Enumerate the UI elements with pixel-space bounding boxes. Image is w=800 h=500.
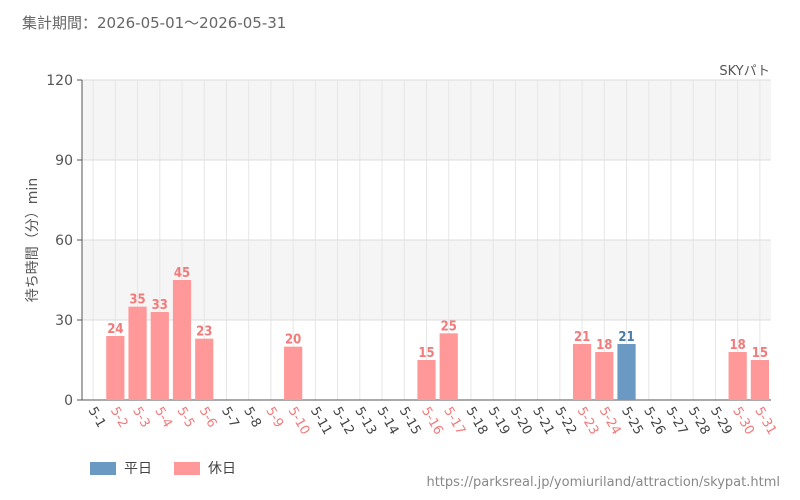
x-tick-label: 5-3 xyxy=(129,405,153,431)
x-tick-label: 5-12 xyxy=(329,405,357,438)
x-tick-label: 5-15 xyxy=(396,405,424,438)
legend-label-holiday: 休日 xyxy=(208,461,236,477)
bar-value-label: 45 xyxy=(174,266,190,281)
bar-value-label: 15 xyxy=(418,346,434,361)
attraction-name: SKYパト xyxy=(719,64,770,79)
y-tick-label: 60 xyxy=(55,233,73,249)
legend-item-holiday: 休日 xyxy=(174,458,236,478)
y-tick-label: 120 xyxy=(46,73,73,89)
x-tick-label: 5-17 xyxy=(440,405,468,438)
x-tick-label: 5-18 xyxy=(462,405,490,438)
x-tick-label: 5-31 xyxy=(751,405,779,438)
x-tick-label: 5-6 xyxy=(196,405,220,431)
bar-value-label: 21 xyxy=(618,330,634,345)
x-tick-label: 5-27 xyxy=(663,405,691,438)
x-tick-label: 5-4 xyxy=(151,405,175,431)
x-tick-label: 5-29 xyxy=(707,405,735,438)
source-url-link[interactable]: https://parksreal.jp/yomiuriland/attract… xyxy=(426,475,780,490)
x-tick-label: 5-26 xyxy=(640,405,668,438)
x-tick-label: 5-1 xyxy=(85,405,109,431)
bar-value-label: 18 xyxy=(730,338,746,353)
bar xyxy=(728,352,747,400)
period-label: 集計期間：2026-05-01～2026-05-31 xyxy=(22,14,287,32)
bar xyxy=(106,336,125,400)
legend-swatch-holiday xyxy=(174,461,200,475)
bar-value-label: 24 xyxy=(107,322,123,337)
x-tick-label: 5-25 xyxy=(618,405,646,438)
x-tick-label: 5-19 xyxy=(485,405,513,438)
bar xyxy=(284,346,303,400)
bar xyxy=(150,312,169,400)
x-tick-label: 5-11 xyxy=(307,405,335,438)
bar-value-label: 18 xyxy=(596,338,612,353)
bar-value-label: 25 xyxy=(441,319,457,334)
bar xyxy=(595,352,614,400)
bar xyxy=(172,280,192,400)
legend-swatch-weekday xyxy=(90,461,116,475)
legend-label-weekday: 平日 xyxy=(124,461,152,477)
bar-value-label: 23 xyxy=(196,325,212,340)
x-tick-label: 5-8 xyxy=(240,405,264,431)
bar-value-label: 20 xyxy=(285,333,301,348)
x-tick-label: 5-7 xyxy=(218,405,242,431)
bar xyxy=(617,344,636,400)
x-tick-label: 5-22 xyxy=(551,405,579,438)
bar xyxy=(417,360,436,400)
y-tick-label: 30 xyxy=(55,313,73,329)
bar xyxy=(572,344,592,400)
x-tick-label: 5-10 xyxy=(285,405,313,438)
x-tick-label: 5-24 xyxy=(596,405,624,438)
bar-value-label: 21 xyxy=(574,330,590,345)
bar-value-label: 15 xyxy=(752,346,768,361)
bar xyxy=(750,360,769,400)
bar xyxy=(195,338,214,400)
x-tick-label: 5-9 xyxy=(262,405,286,431)
x-tick-label: 5-21 xyxy=(529,405,557,438)
y-axis-label: 待ち時間（分）min xyxy=(25,178,41,302)
bar xyxy=(439,333,458,400)
x-tick-label: 5-23 xyxy=(574,405,602,438)
bar xyxy=(128,306,147,400)
legend-item-weekday: 平日 xyxy=(90,458,152,478)
x-tick-label: 5-30 xyxy=(729,405,757,438)
x-tick-label: 5-16 xyxy=(418,405,446,438)
bar-value-label: 35 xyxy=(129,293,145,308)
x-tick-label: 5-5 xyxy=(174,405,198,431)
y-tick-label: 0 xyxy=(64,393,73,409)
x-tick-label: 5-2 xyxy=(107,405,131,431)
y-tick-label: 90 xyxy=(55,153,73,169)
bar-value-label: 33 xyxy=(152,298,168,313)
x-tick-label: 5-13 xyxy=(351,405,379,438)
x-tick-label: 5-28 xyxy=(685,405,713,438)
x-tick-label: 5-20 xyxy=(507,405,535,438)
legend: 平日 休日 xyxy=(90,458,236,478)
x-tick-label: 5-14 xyxy=(374,405,402,438)
